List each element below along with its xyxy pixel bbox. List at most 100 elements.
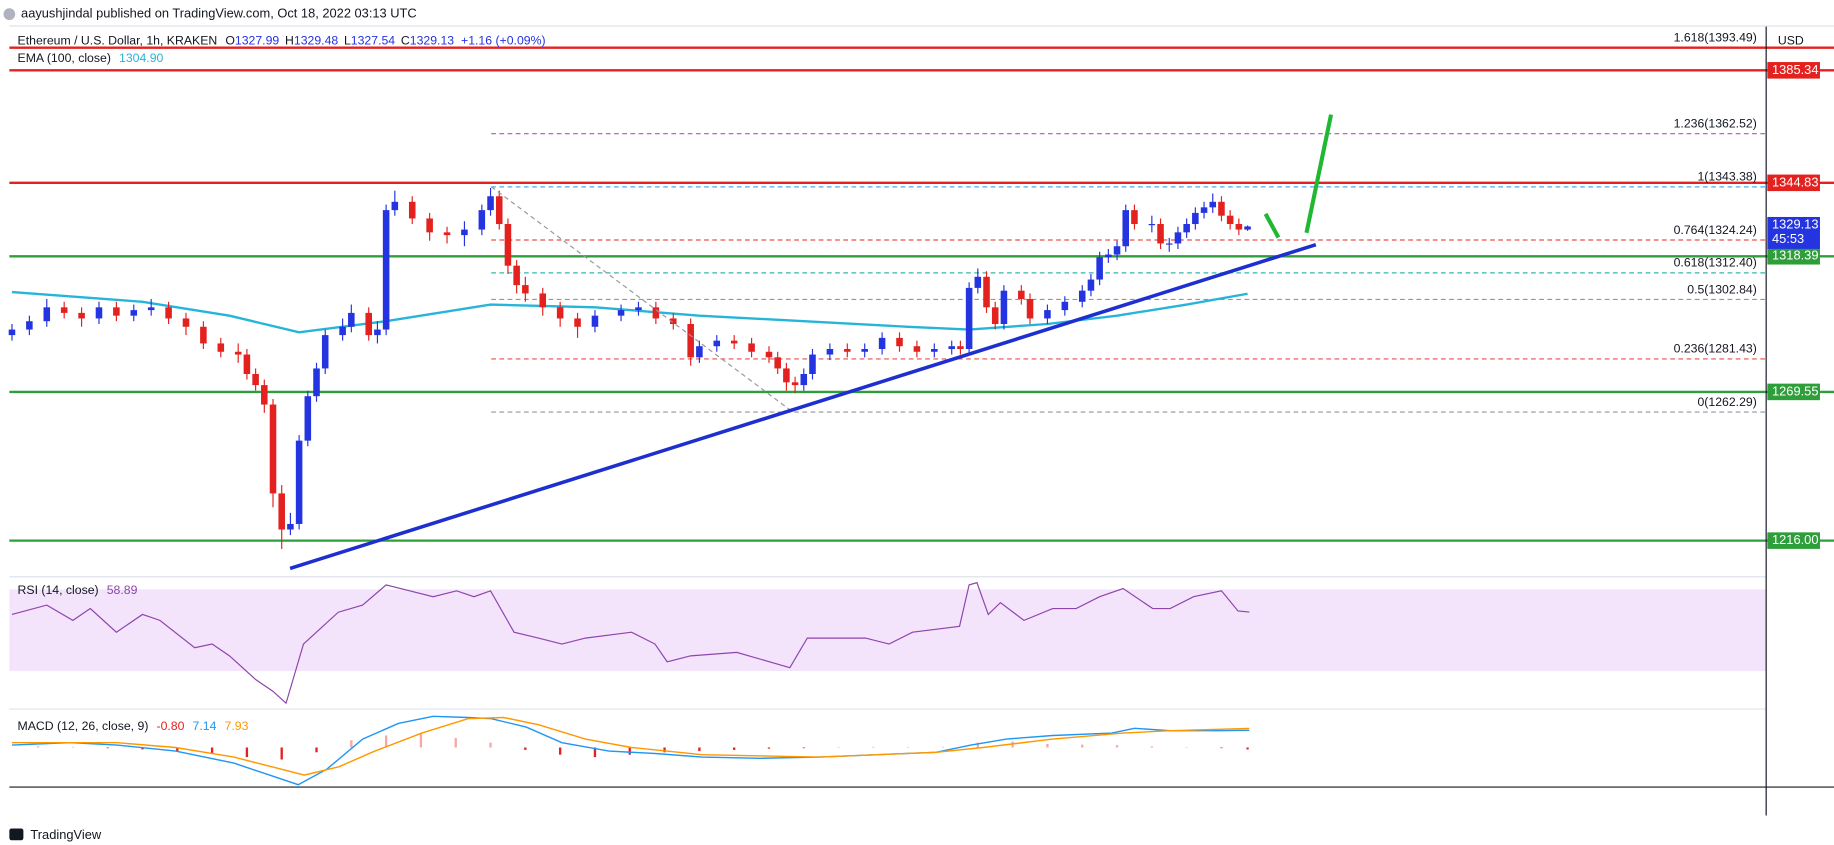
high-value: 1329.48 bbox=[294, 34, 338, 48]
candle-body bbox=[556, 307, 564, 319]
currency: USD bbox=[1778, 34, 1804, 48]
symbol: Ethereum / U.S. Dollar, 1h, KRAKEN bbox=[18, 34, 218, 48]
candle-body bbox=[130, 310, 138, 316]
candle-body bbox=[983, 276, 990, 308]
change: +1.16 (+0.09%) bbox=[461, 34, 546, 48]
rsi-line bbox=[11, 581, 1250, 705]
fib-label: 0.5(1302.84) bbox=[1687, 282, 1757, 296]
candle-body bbox=[1157, 224, 1164, 244]
candle-body bbox=[635, 307, 642, 311]
candle-body bbox=[321, 335, 329, 369]
candle-body bbox=[1105, 254, 1112, 258]
ema-legend: EMA (100, close) 1304.90 bbox=[18, 51, 164, 65]
candle-body bbox=[957, 346, 964, 349]
fib-anchor bbox=[490, 186, 793, 412]
candle-body bbox=[426, 218, 433, 233]
price-box-label: 1318.39 bbox=[1772, 248, 1818, 263]
candle-body bbox=[1174, 232, 1182, 244]
candle-body bbox=[147, 307, 155, 311]
rsi-value: 58.89 bbox=[107, 583, 138, 597]
macd-line bbox=[11, 715, 1250, 786]
candle-body bbox=[313, 368, 320, 397]
candle-body bbox=[791, 382, 799, 386]
countdown: 45:53 bbox=[1772, 231, 1804, 246]
candle-body bbox=[252, 373, 259, 386]
candle-body bbox=[1131, 210, 1138, 225]
candle-body bbox=[60, 307, 68, 313]
candle-body bbox=[1226, 215, 1234, 225]
candle-body bbox=[696, 346, 703, 358]
candle-body bbox=[234, 351, 242, 355]
candle-body bbox=[295, 440, 303, 524]
rsi-band bbox=[9, 589, 1767, 671]
candle-body bbox=[878, 337, 886, 349]
candle-body bbox=[713, 340, 721, 347]
candle-body bbox=[1244, 226, 1251, 230]
price-box-label: 1269.55 bbox=[1772, 383, 1818, 398]
candle-body bbox=[217, 343, 225, 352]
candle-body bbox=[1044, 310, 1051, 319]
candle-body bbox=[504, 224, 512, 266]
close-value: 1329.13 bbox=[410, 34, 454, 48]
candle-body bbox=[1087, 279, 1095, 291]
candle-body bbox=[652, 307, 660, 319]
marks bbox=[8, 46, 1834, 786]
rsi-legend: RSI (14, close) 58.89 bbox=[18, 583, 138, 597]
candle-body bbox=[287, 523, 294, 530]
candle-body bbox=[1209, 201, 1217, 208]
arrow-big bbox=[1304, 114, 1334, 234]
candle-body bbox=[495, 196, 503, 225]
candle-body bbox=[1165, 243, 1173, 245]
trend-line bbox=[289, 242, 1317, 571]
candle-body bbox=[1192, 212, 1199, 225]
fib-label: 0(1262.29) bbox=[1697, 395, 1756, 409]
candle-body bbox=[348, 312, 355, 327]
candle-body bbox=[896, 337, 903, 347]
macd-legend: MACD (12, 26, close, 9) -0.80 7.14 7.93 bbox=[18, 719, 249, 733]
candle-body bbox=[574, 318, 581, 327]
candle-body bbox=[182, 318, 190, 327]
fib-label: 1.236(1362.52) bbox=[1674, 116, 1757, 130]
candle-body bbox=[43, 307, 51, 322]
current-price-box bbox=[1767, 216, 1820, 249]
candle-body bbox=[1122, 210, 1130, 247]
candle-body bbox=[1218, 201, 1225, 216]
ema-value: 1304.90 bbox=[119, 51, 163, 65]
fib-label: 1(1343.38) bbox=[1697, 170, 1756, 184]
price-box bbox=[1767, 532, 1820, 549]
candle-body bbox=[669, 318, 677, 324]
candle-body bbox=[1148, 224, 1156, 226]
candle-body bbox=[304, 396, 312, 441]
candle-body bbox=[991, 307, 999, 324]
candle-body bbox=[278, 493, 285, 530]
macd-title: MACD (12, 26, close, 9) bbox=[18, 719, 149, 733]
candle-body bbox=[844, 348, 851, 352]
candle-body bbox=[965, 287, 973, 349]
candle-body bbox=[8, 329, 16, 336]
avatar bbox=[3, 8, 16, 21]
h-label: H bbox=[285, 34, 294, 48]
candle-body bbox=[826, 348, 834, 355]
candle-body bbox=[539, 293, 547, 308]
candle-body bbox=[1078, 290, 1086, 302]
logo bbox=[9, 828, 24, 841]
candle-body bbox=[1183, 224, 1190, 233]
macd-hist-value: -0.80 bbox=[157, 719, 185, 733]
candle-body bbox=[861, 348, 868, 352]
candle-body bbox=[591, 315, 599, 327]
candle-body bbox=[461, 229, 468, 236]
candle-body bbox=[913, 346, 921, 352]
candle-body bbox=[200, 326, 207, 344]
price-box bbox=[1767, 383, 1820, 401]
candle-body bbox=[1200, 207, 1208, 213]
candle-body bbox=[443, 232, 451, 236]
candle-body bbox=[774, 357, 781, 369]
footer: TradingView bbox=[30, 827, 101, 842]
price-box-label: 1344.83 bbox=[1772, 174, 1818, 189]
candle-body bbox=[487, 196, 494, 211]
candle-body bbox=[165, 307, 172, 319]
fib-label: 1.618(1393.49) bbox=[1674, 30, 1757, 44]
candle-body bbox=[261, 385, 268, 405]
candle-body bbox=[1113, 246, 1121, 255]
candle-body bbox=[1061, 301, 1069, 311]
